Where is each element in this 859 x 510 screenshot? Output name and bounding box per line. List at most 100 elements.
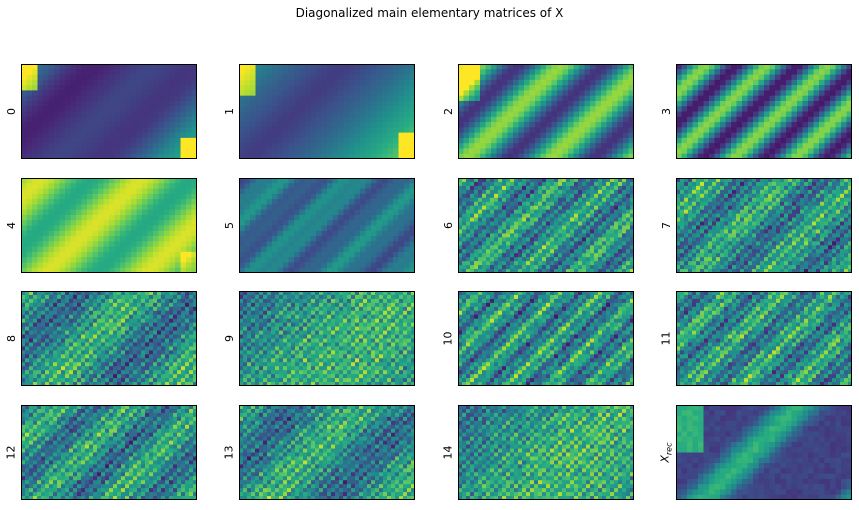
heatmap-cell — [496, 100, 503, 107]
heatmap-cell — [266, 209, 273, 216]
heatmap-cell — [562, 106, 569, 113]
heatmap-cell — [92, 90, 99, 97]
heatmap-cell — [255, 100, 262, 107]
heatmap-cell — [530, 249, 535, 254]
heatmap-cell — [696, 213, 701, 219]
heatmap-cell — [48, 257, 55, 264]
heatmap-cell — [469, 111, 476, 118]
heatmap-cell — [482, 233, 487, 238]
heatmap-cell — [153, 241, 160, 248]
heatmap-cell — [601, 132, 608, 139]
heatmap-cell — [294, 241, 301, 248]
heatmap-cell — [98, 74, 105, 81]
heatmap-cell — [594, 241, 599, 246]
heatmap-cell — [546, 79, 553, 86]
heatmap-cell — [332, 209, 339, 216]
heatmap-cell — [578, 253, 583, 258]
heatmap-cell — [409, 183, 415, 190]
heatmap-cell — [387, 69, 394, 76]
heatmap-cell — [186, 127, 193, 134]
heatmap-cell — [841, 74, 848, 81]
heatmap-cell — [510, 217, 515, 223]
heatmap-cell — [131, 122, 138, 128]
heatmap-cell — [283, 204, 290, 211]
heatmap-cell — [376, 132, 383, 139]
heatmap-cell — [502, 257, 507, 262]
heatmap-cell — [398, 69, 405, 76]
heatmap-cell — [606, 137, 613, 144]
heatmap-cell — [507, 143, 514, 150]
heatmap-cell — [404, 95, 411, 102]
heatmap-cell — [466, 205, 471, 211]
heatmap-cell — [502, 185, 507, 191]
heatmap-cell — [120, 85, 127, 91]
heatmap-cell — [540, 122, 547, 128]
heatmap-cell — [180, 214, 187, 221]
heatmap-cell — [513, 143, 520, 150]
heatmap-cell — [21, 178, 28, 184]
heatmap-cell — [244, 153, 251, 159]
heatmap-cell — [698, 148, 705, 155]
heatmap-cell — [828, 209, 833, 215]
heatmap-cell — [474, 249, 479, 254]
heatmap-cell — [542, 178, 547, 183]
heatmap-cell — [568, 143, 575, 150]
heatmap-cell — [474, 221, 479, 227]
heatmap-cell — [514, 269, 519, 273]
heatmap-cell — [626, 193, 631, 199]
heatmap-cell — [747, 116, 754, 123]
heatmap-cell — [43, 183, 50, 190]
heatmap-cell — [813, 79, 820, 86]
heatmap-cell — [590, 237, 595, 242]
heatmap-cell — [518, 148, 525, 155]
heatmap-cell — [574, 225, 579, 231]
heatmap-cell — [169, 246, 176, 253]
heatmap-cell — [736, 213, 741, 219]
heatmap-cell — [614, 233, 619, 238]
heatmap-cell — [382, 209, 389, 216]
heatmap-cell — [332, 267, 339, 273]
heatmap-cell — [463, 64, 470, 70]
heatmap-cell — [164, 153, 171, 159]
heatmap-cell — [494, 209, 499, 215]
heatmap-cell — [550, 253, 555, 258]
heatmap-cell — [630, 245, 634, 250]
heatmap-cell — [474, 245, 479, 250]
heatmap-cell — [524, 143, 531, 150]
heatmap-cell — [103, 137, 110, 144]
heatmap-cell — [824, 153, 831, 159]
heatmap-cell — [804, 189, 809, 195]
heatmap-cell — [321, 225, 328, 232]
heatmap-cell — [736, 74, 743, 81]
heatmap-cell — [676, 127, 683, 134]
heatmap-cell — [546, 122, 553, 128]
heatmap-cell — [136, 246, 143, 253]
heatmap-cell — [606, 148, 613, 155]
heatmap-cell — [343, 74, 350, 81]
heatmap-cell — [506, 201, 511, 207]
heatmap-cell — [808, 127, 815, 134]
heatmap-cell — [498, 181, 503, 187]
heatmap-cell — [463, 100, 470, 107]
heatmap-cell — [546, 137, 553, 144]
heatmap-cell — [769, 106, 776, 113]
heatmap-cell — [131, 74, 138, 81]
heatmap-cell — [562, 209, 567, 215]
heatmap-cell — [498, 197, 503, 203]
heatmap-cell — [332, 236, 339, 242]
heatmap-cell — [524, 127, 531, 134]
heatmap-cell — [819, 74, 826, 81]
heatmap-cell — [768, 201, 773, 207]
heatmap-cell — [338, 137, 345, 144]
heatmap-cell — [43, 153, 50, 159]
heatmap-cell — [836, 189, 841, 195]
heatmap-cell — [305, 116, 312, 123]
heatmap-cell — [595, 69, 602, 76]
heatmap-cell — [703, 122, 710, 128]
heatmap-cell — [776, 209, 781, 215]
heatmap-cell — [404, 132, 411, 139]
heatmap-cell — [590, 197, 595, 203]
heatmap-cell — [507, 122, 514, 128]
heatmap-cell — [92, 188, 99, 195]
heatmap-cell — [305, 148, 312, 155]
